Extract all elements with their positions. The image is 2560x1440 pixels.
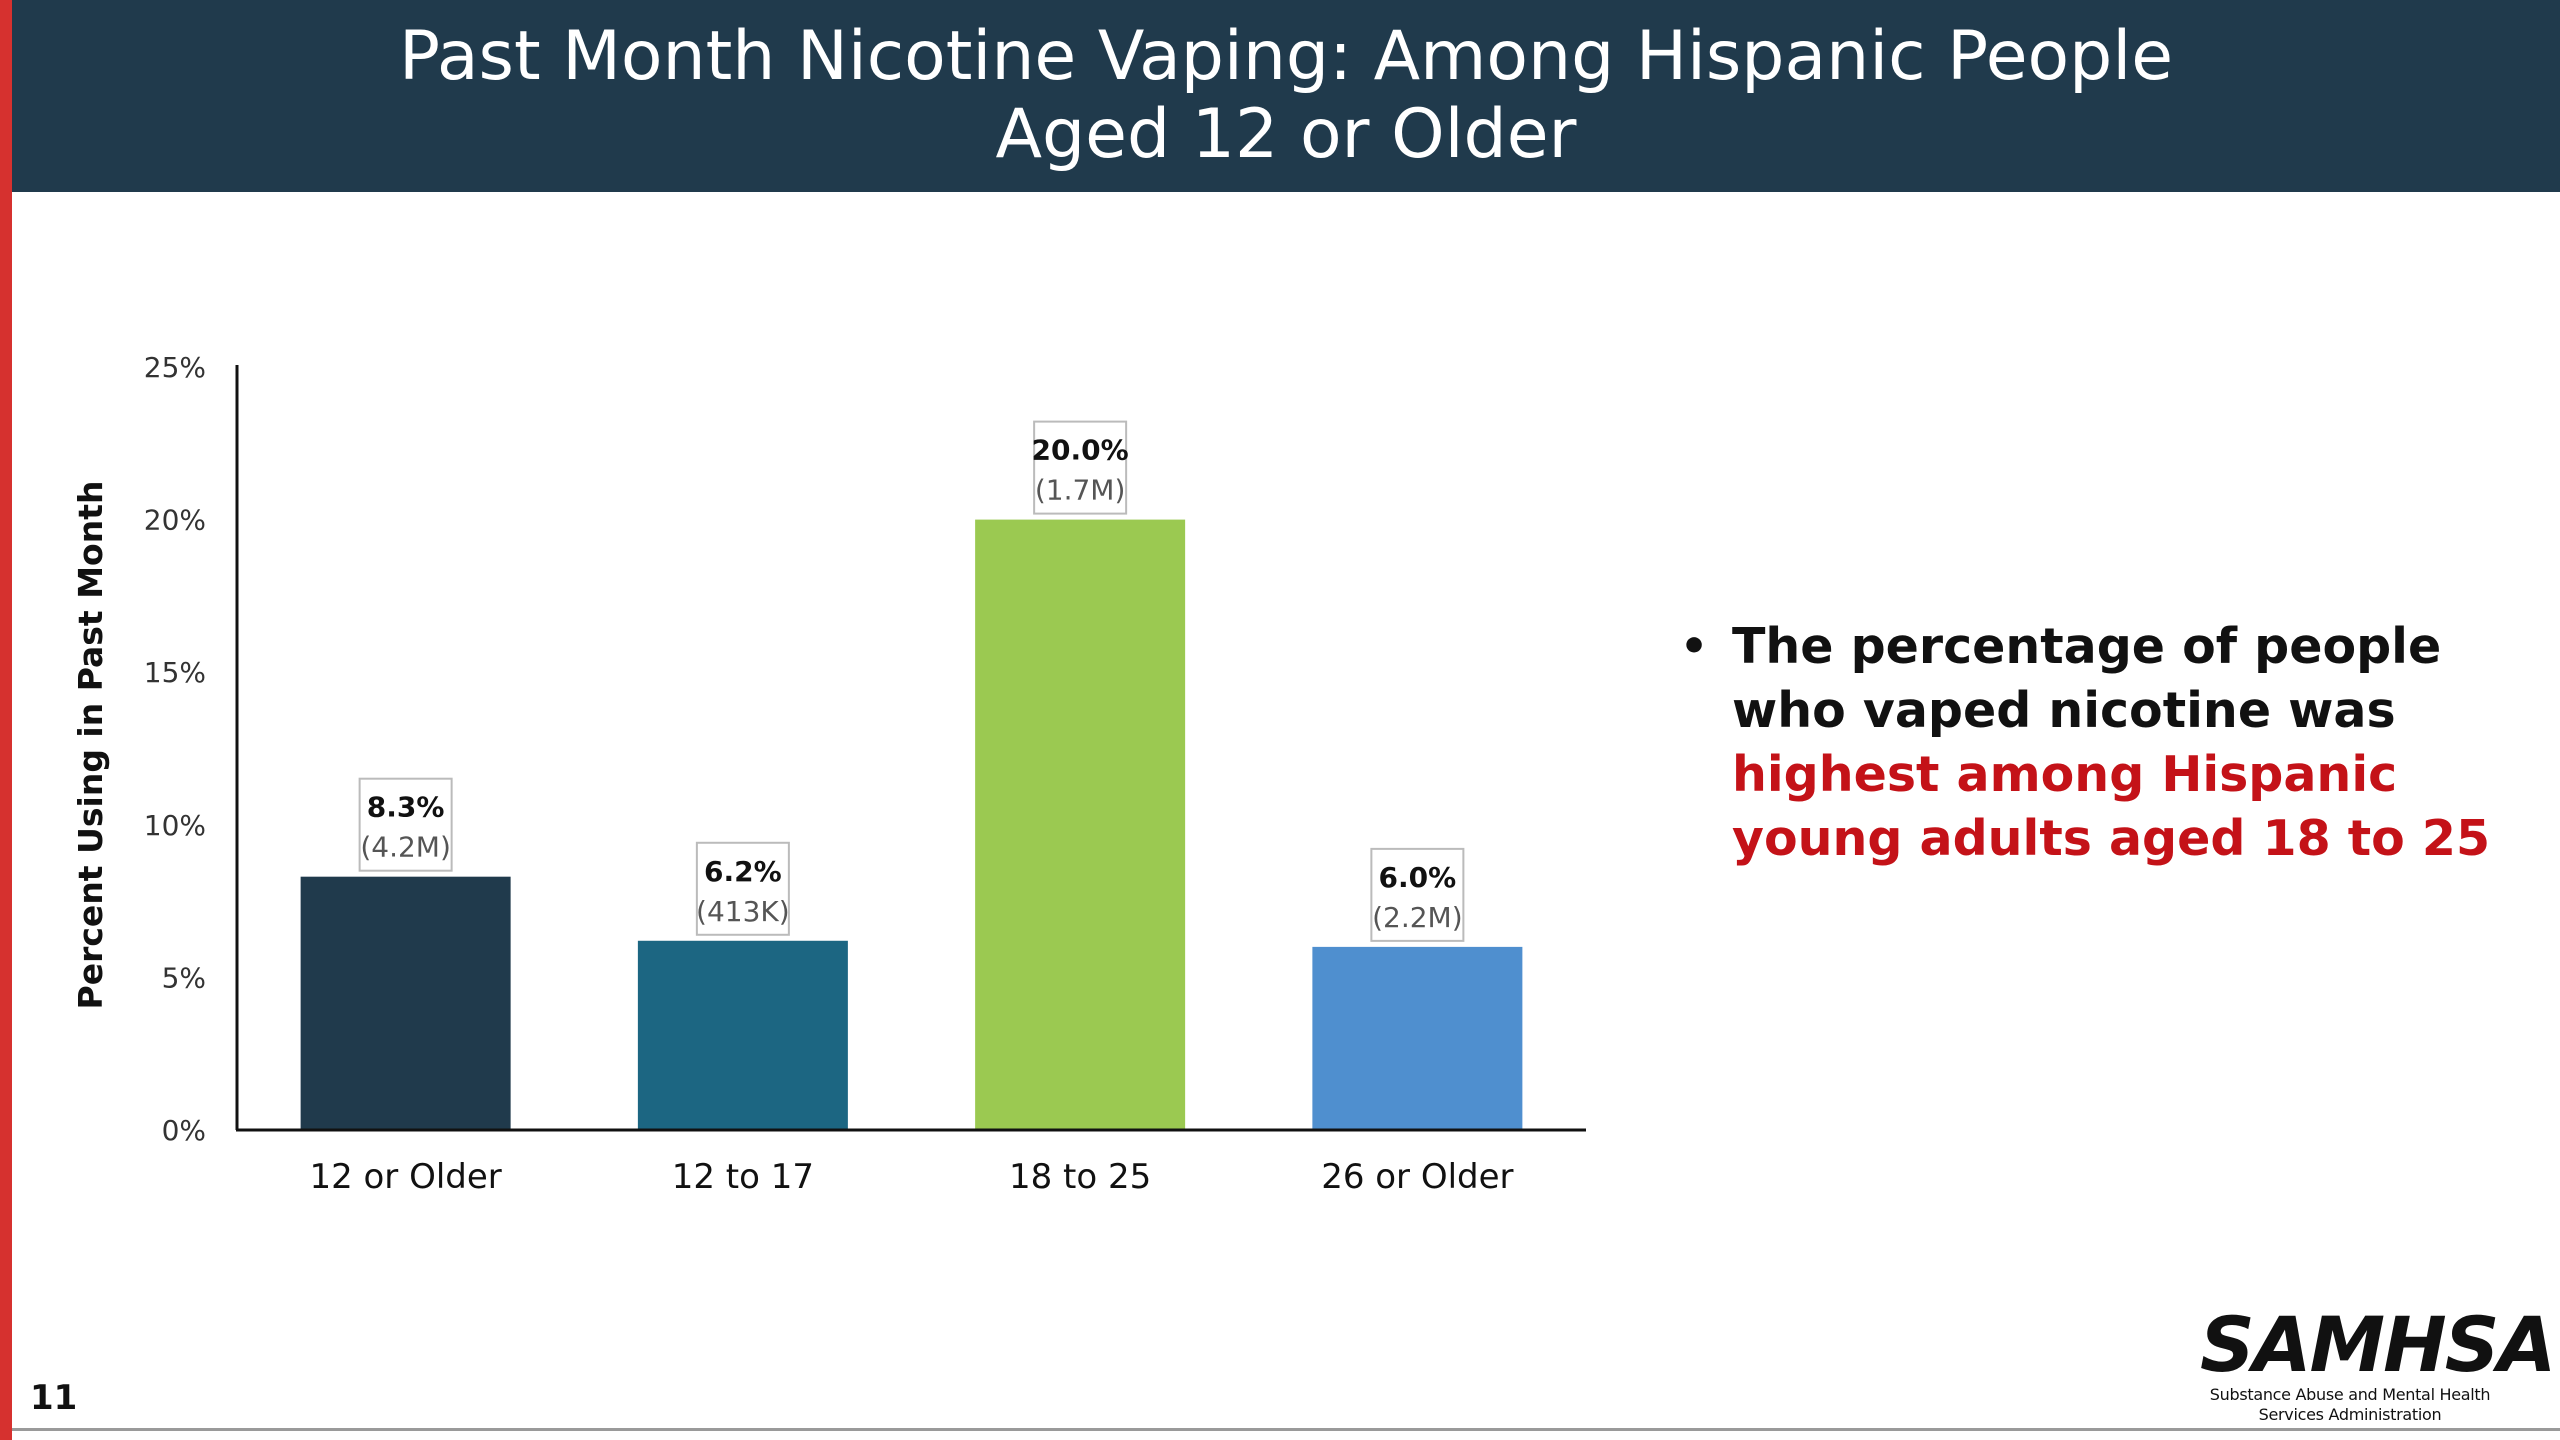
data-label-box (358, 777, 453, 872)
key-finding-bullet: • The percentage of people who vaped nic… (1680, 615, 2500, 871)
left-accent-bar (0, 0, 12, 1440)
data-label-value: 8.3% (367, 791, 445, 824)
logo-subtitle-line-1: Substance Abuse and Mental Health (2209, 1385, 2491, 1404)
bar-chart-svg: Percent Using in Past Month 0% 5% 10% 15% 20… (71, 351, 1586, 1197)
bar (1312, 946, 1523, 1130)
logo-wordmark: SAMHSA (2200, 1300, 2556, 1389)
slide-header: Past Month Nicotine Vaping: Among Hispan… (12, 0, 2560, 192)
bar (975, 519, 1186, 1130)
bar-chart: Percent Using in Past Month 0% 5% 10% 15% 20… (40, 320, 1640, 1220)
samhsa-logo: SAMHSA Substance Abuse and Mental Health… (2200, 1300, 2556, 1425)
data-label-count: (2.2M) (1372, 901, 1463, 934)
y-axis-title: Percent Using in Past Month (71, 481, 110, 1010)
bar (300, 876, 511, 1130)
y-tick-label: 10% (144, 809, 206, 842)
data-label-box (695, 841, 790, 936)
bar (637, 940, 848, 1130)
data-label-value: 20.0% (1032, 434, 1129, 467)
page-number: 11 (30, 1378, 78, 1418)
bars (300, 519, 1523, 1130)
data-label-value: 6.2% (704, 855, 782, 888)
x-tick-label: 12 to 17 (672, 1157, 814, 1197)
x-axis-labels: 12 or Older 12 to 17 18 to 25 26 or Older (309, 1157, 1513, 1197)
bullet-text-highlight: highest among Hispanic young adults aged… (1732, 746, 2491, 867)
data-label-box (1370, 847, 1465, 942)
data-label-count: (4.2M) (360, 831, 451, 864)
data-label-value: 6.0% (1379, 861, 1457, 894)
slide-title-line-1: Past Month Nicotine Vaping: Among Hispan… (398, 17, 2174, 96)
bullet-dot-icon: • (1680, 621, 1709, 672)
y-tick-label: 15% (144, 656, 206, 689)
y-tick-label: 20% (144, 504, 206, 537)
slide-title-line-2: Aged 12 or Older (995, 95, 1577, 174)
bullet-text-plain: The percentage of people who vaped nicot… (1732, 618, 2442, 739)
data-labels: 8.3% (4.2M) 6.2% (413K) 20.0% (1.7M) 6.0% (2.2M… (358, 420, 1465, 942)
data-label-count: (413K) (696, 895, 790, 928)
data-label-count: (1.7M) (1035, 474, 1126, 507)
x-tick-label: 26 or Older (1321, 1157, 1513, 1197)
footer-divider (12, 1428, 2560, 1431)
x-tick-label: 18 to 25 (1009, 1157, 1151, 1197)
y-tick-label: 25% (144, 351, 206, 384)
y-tick-label: 5% (162, 961, 206, 994)
logo-subtitle-line-2: Services Administration (2258, 1405, 2442, 1424)
bullet-text: The percentage of people who vaped nicot… (1732, 615, 2500, 871)
data-label-box (1033, 420, 1128, 515)
x-tick-label: 12 or Older (309, 1157, 501, 1197)
y-axis-ticks: 0% 5% 10% 15% 20% 25% (144, 351, 206, 1147)
y-tick-label: 0% (162, 1114, 206, 1147)
